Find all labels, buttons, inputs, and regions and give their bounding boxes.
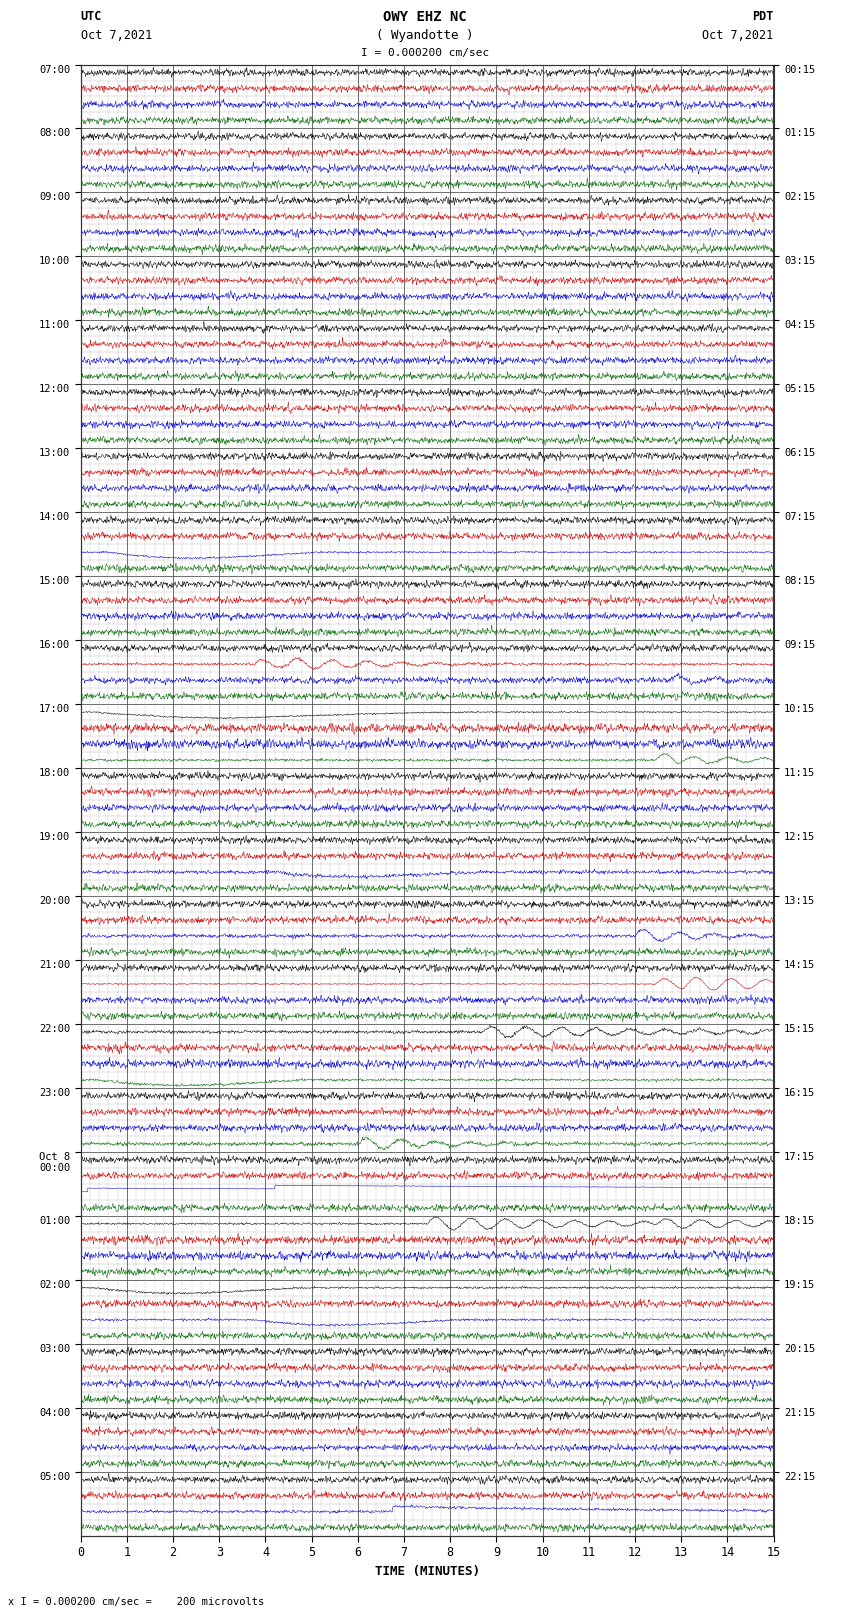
- Text: Oct 7,2021: Oct 7,2021: [81, 29, 152, 42]
- Text: ( Wyandotte ): ( Wyandotte ): [377, 29, 473, 42]
- X-axis label: TIME (MINUTES): TIME (MINUTES): [375, 1565, 479, 1578]
- Text: I = 0.000200 cm/sec: I = 0.000200 cm/sec: [361, 48, 489, 58]
- Text: UTC: UTC: [81, 10, 102, 23]
- Text: x I = 0.000200 cm/sec =    200 microvolts: x I = 0.000200 cm/sec = 200 microvolts: [8, 1597, 264, 1607]
- Text: Oct 7,2021: Oct 7,2021: [702, 29, 774, 42]
- Text: PDT: PDT: [752, 10, 774, 23]
- Text: OWY EHZ NC: OWY EHZ NC: [383, 10, 467, 24]
